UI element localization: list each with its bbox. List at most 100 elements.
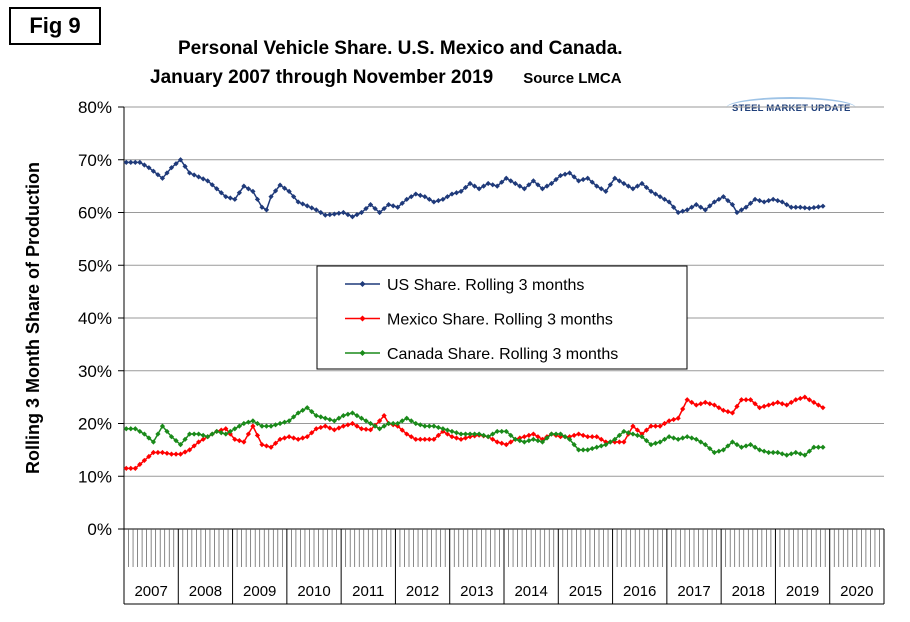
data-point	[508, 439, 514, 445]
data-point	[422, 423, 428, 429]
data-point	[458, 436, 464, 442]
data-point	[164, 428, 170, 435]
data-point	[779, 401, 785, 407]
data-point	[141, 457, 147, 464]
data-point	[666, 434, 672, 440]
data-point	[426, 423, 432, 429]
data-point	[214, 186, 220, 192]
data-point	[499, 440, 505, 446]
data-point	[268, 444, 274, 450]
data-point	[616, 439, 622, 445]
data-point	[793, 204, 799, 210]
data-point	[417, 192, 423, 198]
data-point	[661, 196, 668, 202]
data-point	[634, 427, 641, 433]
legend-item: US Share. Rolling 3 months	[345, 277, 584, 294]
data-point	[693, 402, 699, 408]
data-point	[372, 423, 378, 429]
data-point	[666, 199, 672, 205]
data-point	[784, 452, 790, 458]
data-point	[571, 174, 577, 180]
data-point	[720, 447, 727, 453]
data-point	[716, 448, 722, 454]
data-point	[196, 439, 202, 445]
data-point	[123, 159, 129, 165]
data-point	[286, 418, 292, 424]
data-point	[462, 431, 469, 437]
data-point	[123, 465, 129, 471]
data-point	[146, 453, 152, 460]
data-point	[205, 178, 211, 184]
data-point	[811, 399, 817, 405]
data-point	[508, 432, 514, 438]
data-point	[589, 179, 595, 185]
data-point	[440, 426, 446, 432]
data-point	[444, 427, 451, 433]
x-tick-label: 2013	[460, 583, 493, 600]
data-point	[490, 436, 496, 442]
data-point	[322, 212, 328, 218]
data-point	[598, 443, 604, 449]
series-group	[123, 157, 826, 471]
data-point	[322, 415, 328, 421]
data-point	[761, 199, 767, 205]
data-point	[408, 418, 414, 424]
data-point	[444, 431, 451, 437]
data-point	[820, 405, 826, 411]
data-point	[440, 196, 446, 202]
data-point	[775, 198, 781, 204]
data-point	[562, 171, 568, 177]
data-point	[358, 415, 365, 421]
data-point	[503, 442, 509, 448]
data-point	[494, 439, 500, 445]
data-point	[621, 180, 627, 187]
data-point	[408, 194, 414, 200]
data-point	[295, 410, 301, 416]
data-point	[408, 434, 414, 440]
data-point	[698, 204, 704, 210]
data-point	[693, 201, 699, 208]
data-point	[499, 428, 505, 435]
data-point	[729, 439, 736, 445]
data-point	[752, 401, 758, 407]
data-point	[517, 438, 523, 444]
data-point	[309, 430, 315, 436]
data-point	[440, 428, 446, 435]
data-point	[241, 420, 247, 427]
data-point	[481, 183, 487, 189]
data-point	[349, 420, 356, 427]
data-point	[770, 449, 776, 456]
data-point	[548, 180, 555, 187]
data-point	[431, 199, 437, 205]
data-point	[159, 175, 166, 181]
data-point	[738, 207, 745, 213]
data-point	[598, 186, 604, 192]
data-point	[453, 430, 460, 436]
data-point	[277, 420, 283, 427]
data-point	[788, 399, 794, 405]
data-point	[435, 432, 442, 438]
data-point	[327, 416, 333, 423]
data-point	[250, 188, 256, 194]
data-point	[530, 436, 537, 442]
data-point	[716, 405, 722, 411]
data-point	[720, 194, 727, 200]
data-point	[743, 443, 749, 449]
data-point	[526, 432, 532, 438]
data-point	[806, 397, 812, 403]
data-point	[227, 195, 233, 201]
data-point	[232, 196, 238, 202]
data-point	[354, 423, 360, 429]
data-point	[363, 205, 369, 212]
data-point	[689, 435, 695, 441]
data-point	[576, 447, 582, 453]
data-point	[395, 423, 401, 429]
data-point	[367, 420, 374, 427]
y-tick-label: 80%	[78, 98, 112, 117]
data-point	[449, 191, 455, 197]
data-point	[747, 200, 754, 206]
data-point	[693, 436, 699, 442]
series-0	[123, 157, 826, 220]
data-point	[743, 397, 749, 403]
data-point	[444, 194, 451, 200]
